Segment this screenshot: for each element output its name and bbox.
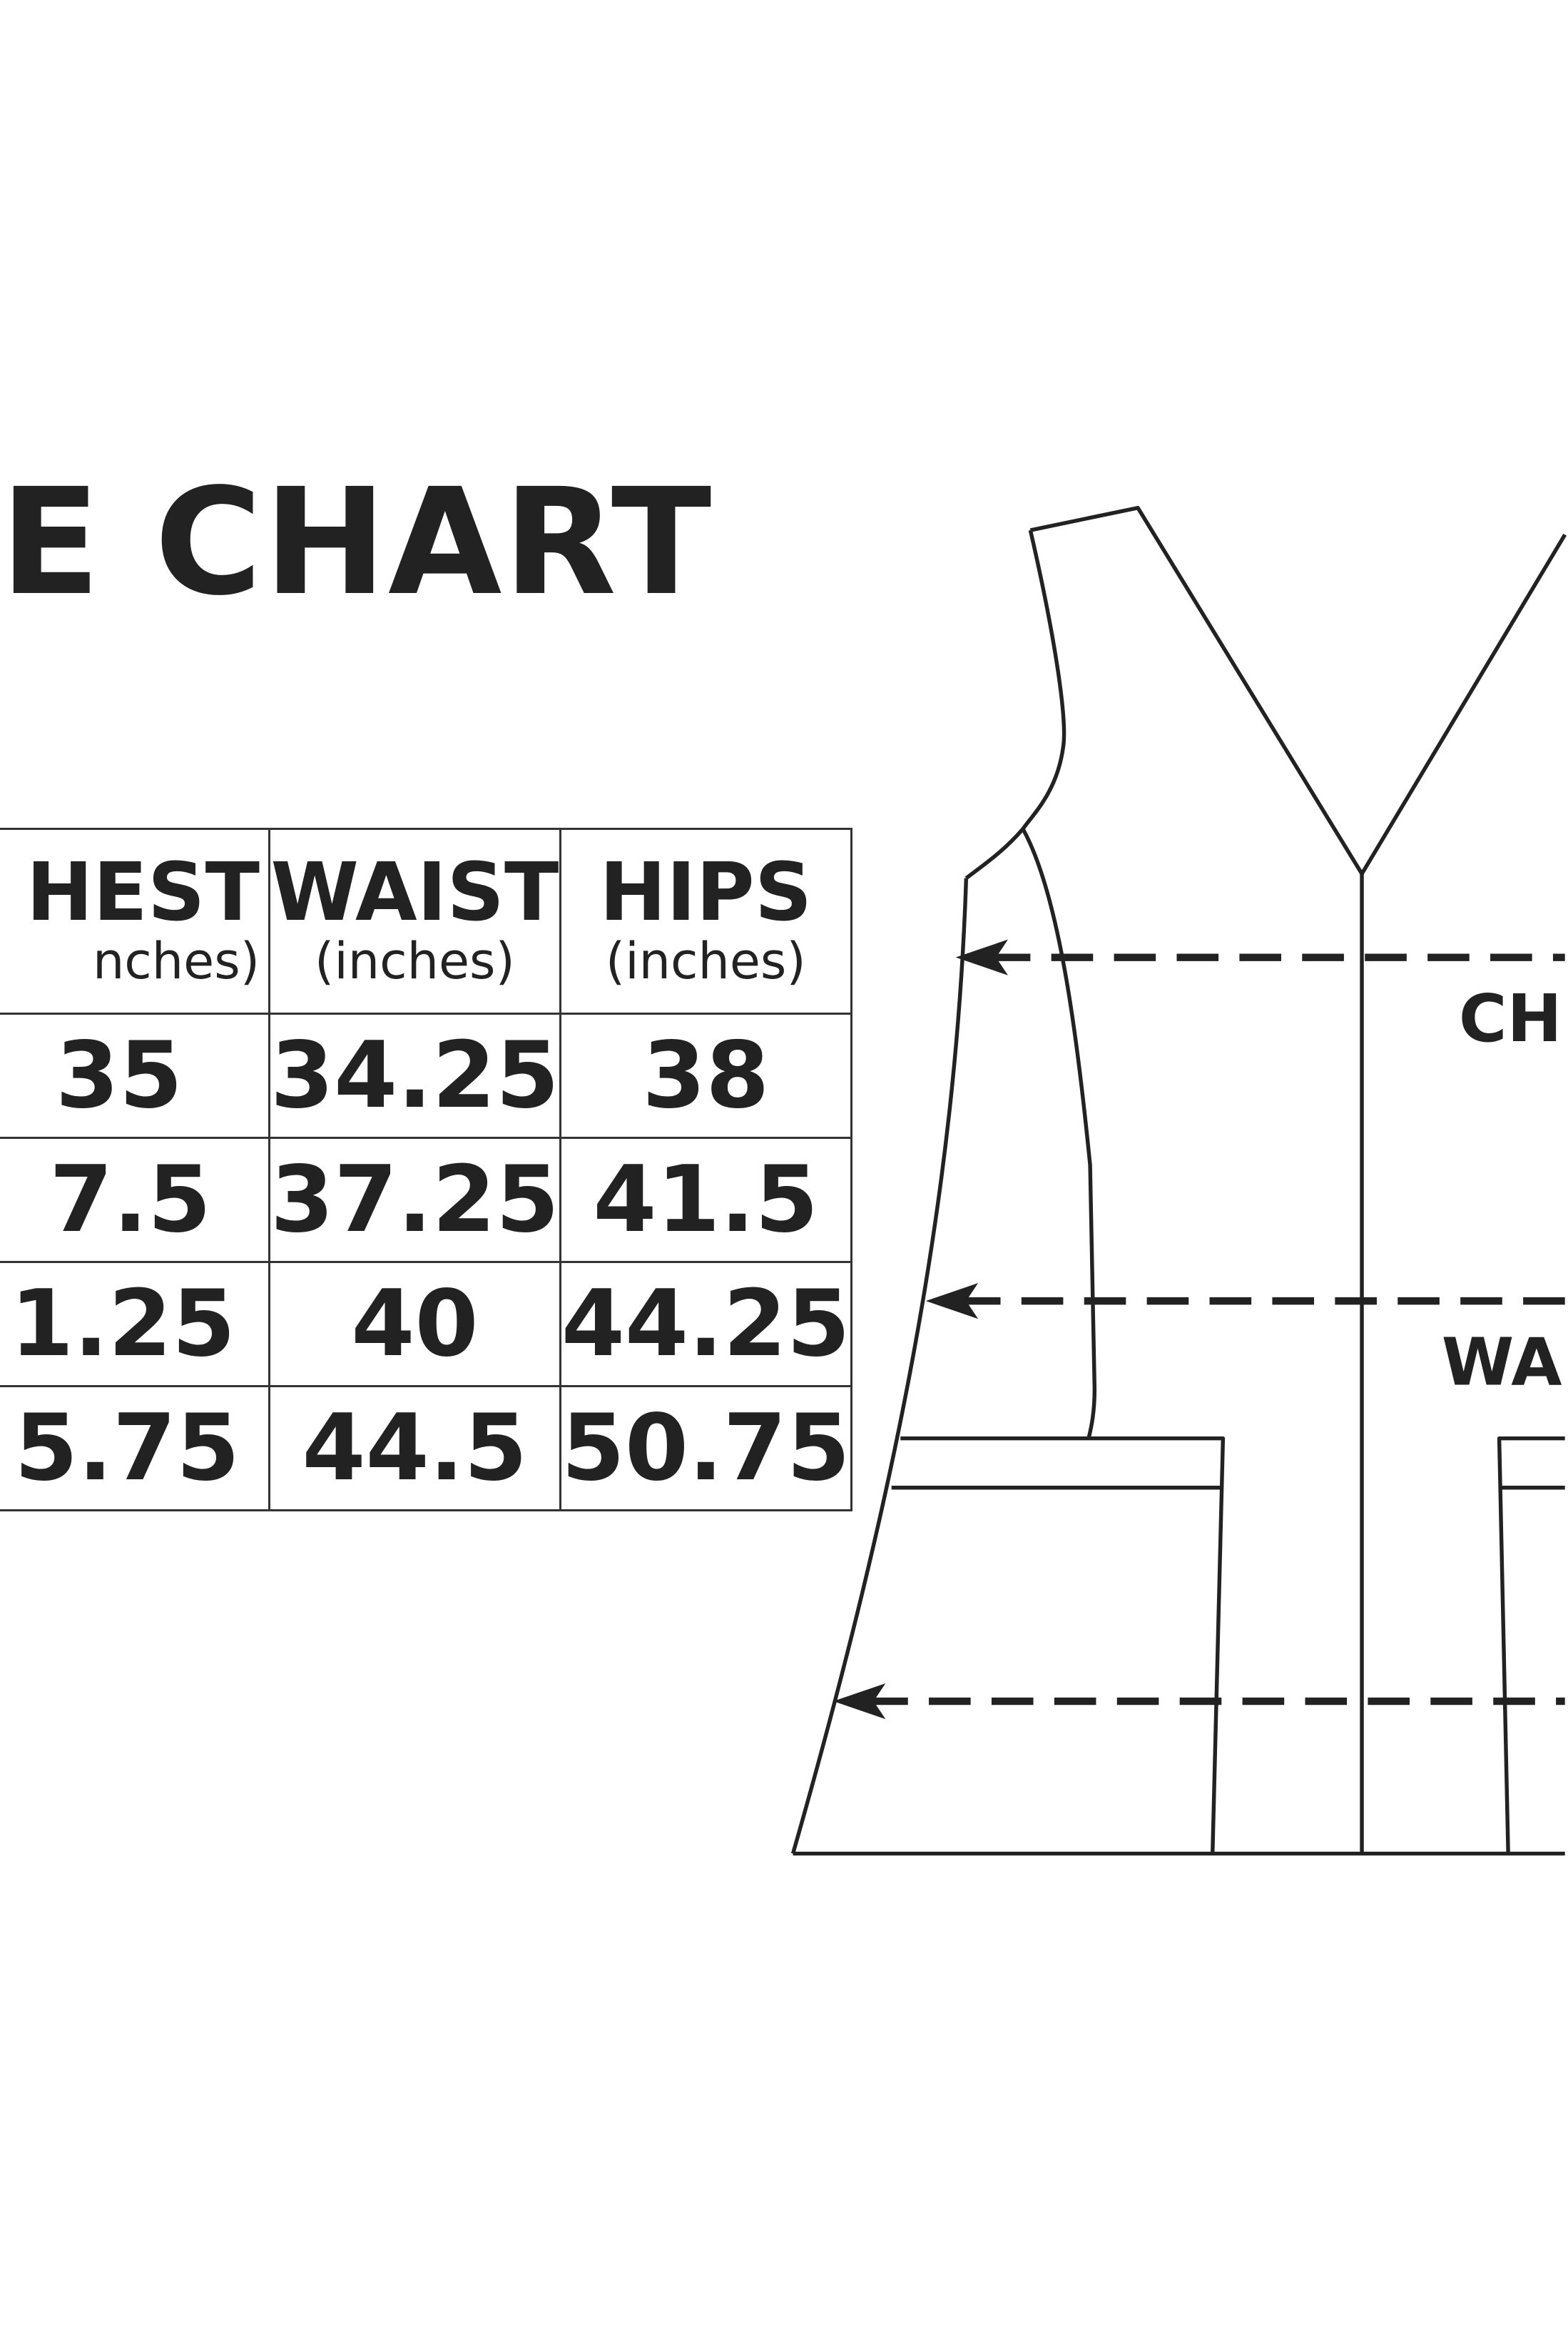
header-label: WAIST xyxy=(270,846,559,939)
table-header-row: HEST nches) WAIST (inches) HIPS (inches) xyxy=(0,828,852,1015)
header-waist: WAIST (inches) xyxy=(268,828,561,1015)
size-table: HEST nches) WAIST (inches) HIPS (inches) 35… xyxy=(0,828,852,1511)
cell-waist: 44.5 xyxy=(268,1385,561,1511)
waist-arrow-icon xyxy=(925,1282,979,1319)
header-chest: HEST nches) xyxy=(0,828,270,1015)
header-unit: (inches) xyxy=(315,932,515,990)
cell-hips: 41.5 xyxy=(559,1137,852,1263)
right-strap xyxy=(1360,533,1567,875)
cell-chest: 35 xyxy=(0,1013,270,1139)
cell-waist: 37.25 xyxy=(268,1137,561,1263)
table-row: 5.75 44.5 50.75 xyxy=(0,1385,852,1511)
page-title: E CHART xyxy=(0,457,713,628)
left-armhole xyxy=(964,529,1066,880)
left-strap xyxy=(1029,505,1364,875)
table-row: 35 34.25 38 xyxy=(0,1013,852,1139)
header-unit: (inches) xyxy=(605,932,806,990)
header-label: HIPS xyxy=(599,846,813,939)
cell-chest: 1.25 xyxy=(0,1261,270,1387)
chest-label: CH xyxy=(1459,980,1562,1057)
waist-label: WA xyxy=(1442,1324,1562,1400)
cell-chest: 5.75 xyxy=(0,1385,270,1511)
side-panel-seam xyxy=(1021,828,1097,1439)
header-hips: HIPS (inches) xyxy=(559,828,852,1015)
cell-waist: 34.25 xyxy=(268,1013,561,1139)
hips-arrow-icon xyxy=(833,1683,886,1720)
measurement-lines xyxy=(866,953,1565,1705)
left-side-seam xyxy=(790,878,969,1855)
cell-hips: 50.75 xyxy=(559,1385,852,1511)
chest-arrow-icon xyxy=(955,939,1008,975)
cell-hips: 38 xyxy=(559,1013,852,1139)
left-pocket xyxy=(891,1436,1226,1854)
table-row: 7.5 37.25 41.5 xyxy=(0,1137,852,1263)
table-row: 1.25 40 44.25 xyxy=(0,1261,852,1387)
header-unit: nches) xyxy=(92,932,260,990)
header-label: HEST xyxy=(26,846,260,939)
right-pocket xyxy=(1497,1436,1565,1854)
cell-waist: 40 xyxy=(268,1261,561,1387)
cell-hips: 44.25 xyxy=(559,1261,852,1387)
cell-chest: 7.5 xyxy=(0,1137,270,1263)
